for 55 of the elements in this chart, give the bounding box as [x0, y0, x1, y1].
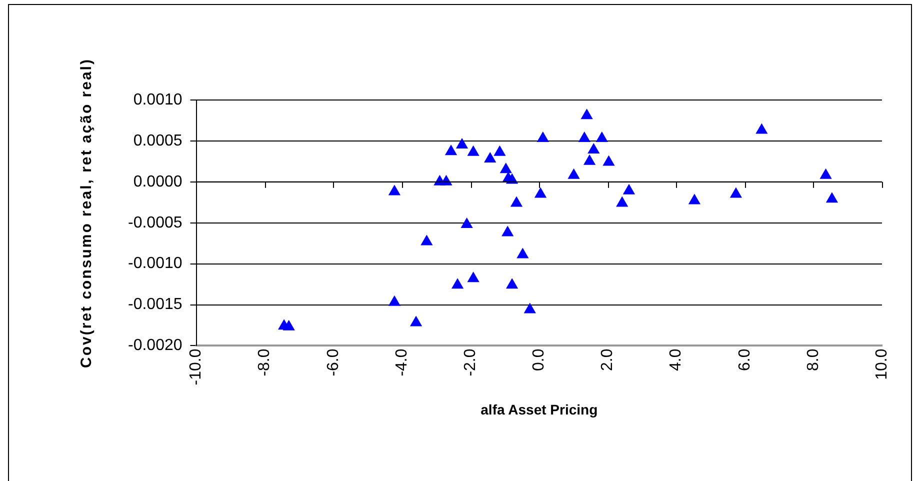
point	[410, 316, 422, 326]
y-tick-label: -0.0010	[128, 255, 182, 272]
point	[536, 132, 549, 142]
point	[467, 145, 480, 156]
point	[484, 152, 496, 162]
point	[730, 187, 742, 198]
x-tick-label: 2.0	[599, 348, 616, 371]
point	[500, 162, 512, 174]
point	[456, 138, 468, 149]
y-tick-label: -0.0020	[128, 337, 182, 354]
point	[602, 155, 615, 166]
x-tick-label: 8.0	[804, 348, 822, 371]
point	[502, 226, 514, 236]
point	[583, 154, 596, 165]
x-tick-label: 6.0	[736, 348, 754, 371]
point	[451, 278, 464, 289]
point	[616, 196, 628, 207]
point	[524, 302, 536, 314]
point	[444, 144, 458, 156]
y-tick-label: 0.0005	[133, 132, 182, 150]
point	[578, 132, 590, 142]
y-tick-label: 0.0010	[133, 91, 182, 108]
point	[596, 132, 608, 142]
point	[388, 295, 401, 306]
point	[688, 194, 701, 204]
point	[420, 234, 433, 246]
point	[534, 187, 547, 198]
x-tick-label: 10.0	[873, 348, 890, 380]
point	[826, 192, 838, 203]
point	[820, 168, 832, 179]
point	[467, 272, 480, 282]
x-tick-label: -2.0	[462, 348, 479, 376]
point	[622, 184, 636, 194]
x-tick-label: -8.0	[256, 348, 274, 376]
y-tick-label: -0.0005	[128, 214, 182, 232]
point	[388, 184, 401, 196]
x-tick-label: -10.0	[188, 348, 205, 386]
x-tick-label: 4.0	[668, 348, 685, 371]
point	[282, 320, 295, 330]
point	[580, 108, 593, 120]
x-tick-label: -6.0	[324, 348, 342, 376]
point	[460, 218, 473, 228]
point	[516, 248, 529, 258]
point	[568, 168, 580, 179]
point	[588, 142, 600, 154]
x-tick-label: 0.0	[530, 348, 548, 371]
y-tick-label: 0.0000	[133, 173, 182, 190]
x-axis-title: alfa Asset Pricing	[480, 401, 598, 418]
point	[506, 278, 518, 289]
point	[510, 196, 523, 207]
y-tick-label: -0.0015	[128, 296, 182, 314]
x-tick-label: -4.0	[393, 348, 410, 376]
y-axis-title: Cov(ret consumo real, ret ação real)	[77, 57, 96, 370]
point	[494, 145, 506, 156]
point	[756, 123, 768, 134]
